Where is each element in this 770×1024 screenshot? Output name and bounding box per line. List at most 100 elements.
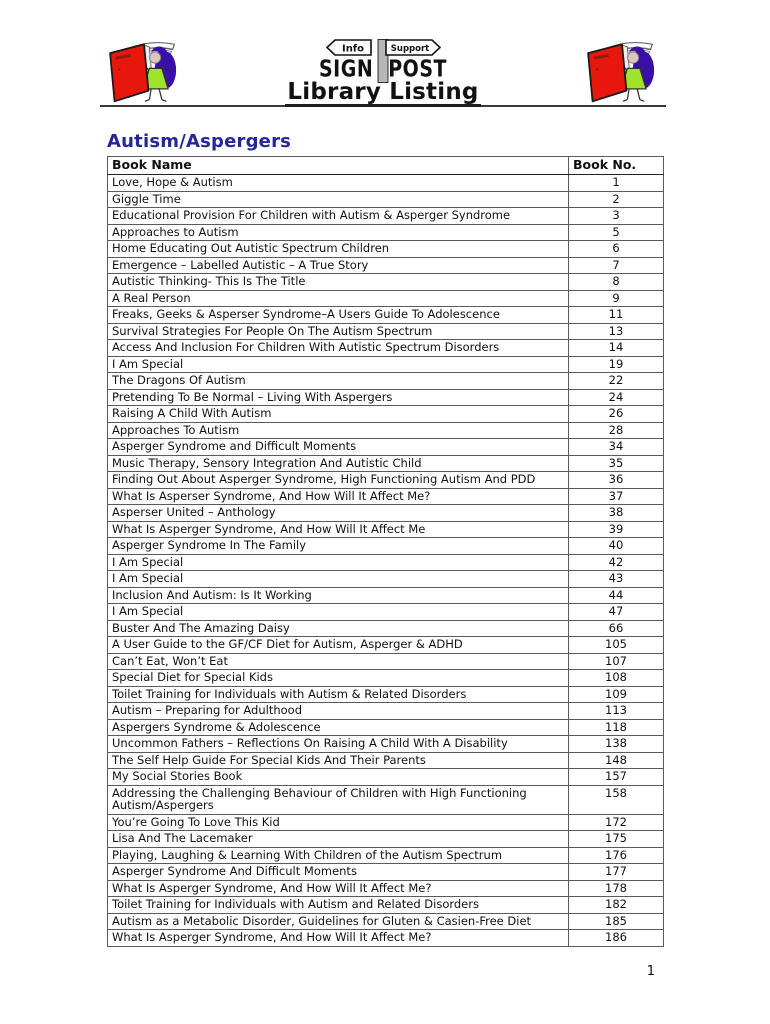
page-header: Info Support SIGN POST Library Listing: [100, 36, 666, 107]
book-no-cell: 113: [568, 702, 664, 720]
book-no-cell: 11: [568, 306, 664, 324]
table-row: I Am Special 47: [107, 603, 664, 621]
table-row: Autism as a Metabolic Disorder, Guidelin…: [107, 912, 664, 930]
book-name-cell: Finding Out About Asperger Syndrome, Hig…: [107, 471, 569, 489]
book-name-cell: Buster And The Amazing Daisy: [107, 619, 569, 637]
table-row: Love, Hope & Autism 1: [107, 174, 664, 192]
table-row: I Am Special 43: [107, 570, 664, 588]
page-number: 1: [646, 964, 655, 979]
table-row: Approaches to Autism 5: [107, 223, 664, 241]
page-title: Library Listing: [285, 79, 481, 107]
table-row: Freaks, Geeks & Asperser Syndrome–A User…: [107, 306, 664, 324]
book-name-cell: I Am Special: [107, 355, 569, 373]
support-arrow-sign-icon: Support: [384, 39, 441, 56]
info-arrow-sign-icon: Info: [325, 39, 372, 56]
book-name-cell: Lisa And The Lacemaker: [107, 830, 569, 848]
book-no-cell: 105: [568, 636, 664, 654]
book-name-cell: Can’t Eat, Won’t Eat: [107, 652, 569, 670]
book-no-cell: 39: [568, 520, 664, 538]
book-name-cell: Playing, Laughing & Learning With Childr…: [107, 846, 569, 864]
table-row: Asperger Syndrome And Difficult Moments 1…: [107, 863, 664, 881]
book-no-cell: 8: [568, 273, 664, 291]
table-row: Asperser United – Anthology 38: [107, 504, 664, 522]
book-name-cell: Emergence – Labelled Autistic – A True S…: [107, 256, 569, 274]
book-no-cell: 185: [568, 912, 664, 930]
table-row: Pretending To Be Normal – Living With As…: [107, 388, 664, 406]
table-row: What Is Asperger Syndrome, And How Will …: [107, 520, 664, 538]
column-header-book-no: Book No.: [568, 156, 664, 175]
book-name-cell: The Self Help Guide For Special Kids And…: [107, 751, 569, 769]
sign-word: SIGN: [319, 55, 374, 83]
book-name-cell: Approaches to Autism: [107, 223, 569, 241]
table-row: Can’t Eat, Won’t Eat 107: [107, 652, 664, 670]
book-name-cell: Toilet Training for Individuals with Aut…: [107, 685, 569, 703]
table-row: Autistic Thinking- This Is The Title 8: [107, 273, 664, 291]
table-row: I Am Special 42: [107, 553, 664, 571]
table-row: Inclusion And Autism: Is It Working 44: [107, 586, 664, 604]
table-row: Autism – Preparing for Adulthood 113: [107, 702, 664, 720]
book-no-cell: 1: [568, 174, 664, 192]
table-row: The Self Help Guide For Special Kids And…: [107, 751, 664, 769]
table-header-row: Book Name Book No.: [107, 156, 664, 175]
book-name-cell: I Am Special: [107, 553, 569, 571]
book-no-cell: 66: [568, 619, 664, 637]
table-row: Educational Provision For Children with …: [107, 207, 664, 225]
book-name-cell: Autism as a Metabolic Disorder, Guidelin…: [107, 912, 569, 930]
book-no-cell: 22: [568, 372, 664, 390]
signpost-logo: Info Support SIGN POST Library Listing: [188, 36, 578, 107]
book-no-cell: 6: [568, 240, 664, 258]
table-row: Raising A Child With Autism 26: [107, 405, 664, 423]
book-no-cell: 7: [568, 256, 664, 274]
book-no-cell: 175: [568, 830, 664, 848]
book-no-cell: 37: [568, 487, 664, 505]
book-table-body: Love, Hope & Autism 1 Giggle Time 2 Educatio…: [107, 174, 664, 947]
book-name-cell: What Is Asperger Syndrome, And How Will …: [107, 879, 569, 897]
table-row: Toilet Training for Individuals with Aut…: [107, 896, 664, 914]
table-row: Buster And The Amazing Daisy 66: [107, 619, 664, 637]
support-sign-label: Support: [390, 44, 428, 54]
table-row: My Social Stories Book 157: [107, 768, 664, 786]
book-girl-clipart-icon: [109, 42, 177, 103]
book-no-cell: 28: [568, 421, 664, 439]
table-row: Playing, Laughing & Learning With Childr…: [107, 846, 664, 864]
book-no-cell: 108: [568, 669, 664, 687]
table-row: The Dragons Of Autism 22: [107, 372, 664, 390]
book-no-cell: 2: [568, 190, 664, 208]
table-row: Access And Inclusion For Children With A…: [107, 339, 664, 357]
book-name-cell: Access And Inclusion For Children With A…: [107, 339, 569, 357]
book-no-cell: 172: [568, 813, 664, 831]
table-row: Finding Out About Asperger Syndrome, Hig…: [107, 471, 664, 489]
book-table: Book Name Book No. Love, Hope & Autism 1 G…: [107, 156, 664, 947]
book-girl-clipart-icon: [587, 42, 655, 103]
book-no-cell: 9: [568, 289, 664, 307]
table-row: Asperger Syndrome and Difficult Moments 3…: [107, 438, 664, 456]
book-name-cell: What Is Asperser Syndrome, And How Will …: [107, 487, 569, 505]
book-name-cell: Music Therapy, Sensory Integration And A…: [107, 454, 569, 472]
book-name-cell: Special Diet for Special Kids: [107, 669, 569, 687]
book-name-cell: Toilet Training for Individuals with Aut…: [107, 896, 569, 914]
column-header-book-name: Book Name: [107, 156, 569, 175]
post-word: POST: [388, 55, 447, 83]
book-no-cell: 47: [568, 603, 664, 621]
book-name-cell: I Am Special: [107, 603, 569, 621]
table-row: Home Educating Out Autistic Spectrum Chi…: [107, 240, 664, 258]
book-no-cell: 40: [568, 537, 664, 555]
book-name-cell: What Is Asperger Syndrome, And How Will …: [107, 929, 569, 947]
book-name-cell: Raising A Child With Autism: [107, 405, 569, 423]
book-name-cell: Aspergers Syndrome & Adolescence: [107, 718, 569, 736]
table-row: A Real Person 9: [107, 289, 664, 307]
book-no-cell: 157: [568, 768, 664, 786]
table-row: Approaches To Autism 28: [107, 421, 664, 439]
table-row: Aspergers Syndrome & Adolescence 118: [107, 718, 664, 736]
book-no-cell: 178: [568, 879, 664, 897]
book-name-cell: What Is Asperger Syndrome, And How Will …: [107, 520, 569, 538]
book-no-cell: 118: [568, 718, 664, 736]
table-row: Uncommon Fathers – Reflections On Raisin…: [107, 735, 664, 753]
book-name-cell: Freaks, Geeks & Asperser Syndrome–A User…: [107, 306, 569, 324]
section-heading: Autism/Aspergers: [107, 131, 292, 152]
table-row: What Is Asperger Syndrome, And How Will …: [107, 879, 664, 897]
book-no-cell: 107: [568, 652, 664, 670]
book-no-cell: 35: [568, 454, 664, 472]
book-name-cell: Asperser United – Anthology: [107, 504, 569, 522]
